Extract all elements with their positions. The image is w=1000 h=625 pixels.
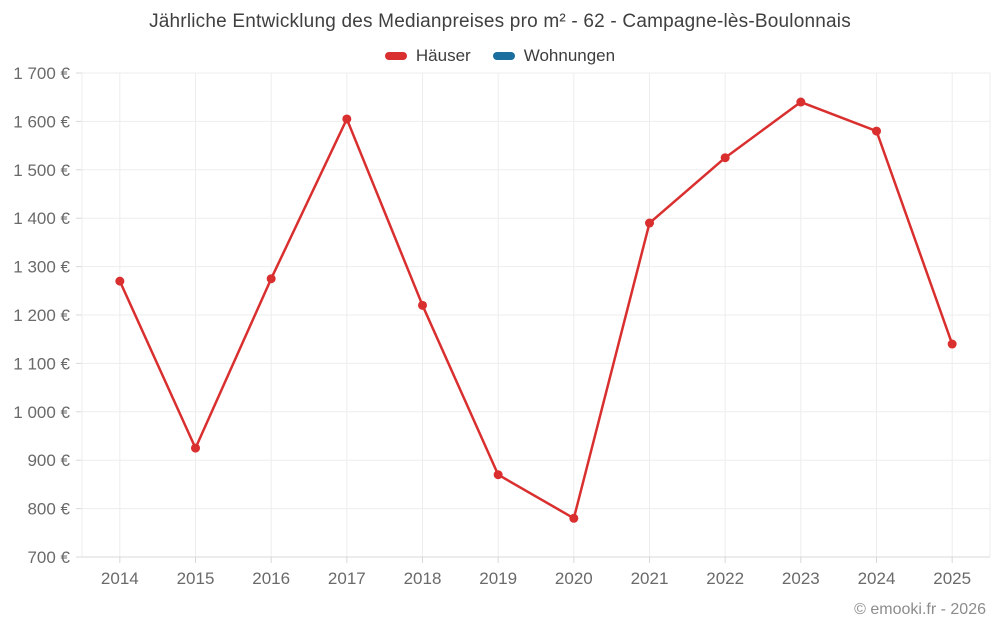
x-axis-label: 2021 [631, 569, 669, 588]
y-axis-label: 1 000 € [13, 403, 70, 422]
legend-swatch-wohnungen-icon [492, 52, 515, 60]
data-point-2019[interactable] [493, 470, 503, 480]
x-axis-label: 2018 [404, 569, 442, 588]
x-axis-label: 2023 [782, 569, 820, 588]
y-axis-label: 1 200 € [13, 306, 70, 325]
data-point-2023[interactable] [796, 97, 806, 107]
x-axis-label: 2017 [328, 569, 366, 588]
data-point-2018[interactable] [418, 300, 427, 310]
data-point-2016[interactable] [266, 274, 276, 284]
y-axis-label: 900 € [27, 451, 70, 470]
data-point-2014[interactable] [115, 276, 125, 286]
legend-item-haeuser[interactable]: Häuser [384, 46, 471, 66]
y-axis-label: 700 € [27, 548, 70, 567]
x-axis-label: 2015 [177, 569, 215, 588]
data-point-2021[interactable] [645, 218, 654, 228]
legend-label-wohnungen: Wohnungen [523, 46, 616, 65]
x-axis-label: 2020 [555, 569, 593, 588]
series-line-häuser [118, 100, 954, 520]
y-axis-label: 1 600 € [13, 112, 70, 131]
data-point-2022[interactable] [720, 153, 730, 163]
data-point-2020[interactable] [569, 513, 579, 523]
x-axis-label: 2025 [933, 569, 971, 588]
y-axis-label: 800 € [27, 500, 70, 519]
y-axis-label: 1 700 € [13, 64, 70, 83]
legend-label-haeuser: Häuser [415, 46, 471, 65]
chart-legend: Häuser Wohnungen [0, 46, 1000, 66]
data-point-2025[interactable] [947, 339, 957, 349]
x-axis-label: 2014 [101, 569, 139, 588]
y-axis-label: 1 100 € [13, 354, 70, 373]
chart-title: Jährliche Entwicklung des Medianpreises … [149, 11, 851, 32]
y-axis-label: 1 500 € [13, 161, 70, 180]
legend-item-wohnungen[interactable]: Wohnungen [492, 46, 616, 66]
data-point-2015[interactable] [191, 443, 200, 453]
x-axis-label: 2024 [858, 569, 896, 588]
y-axis-label: 1 300 € [13, 258, 70, 277]
legend-swatch-haeuser-icon [384, 52, 407, 60]
x-axis-label: 2019 [479, 569, 517, 588]
data-point-2024[interactable] [872, 126, 881, 136]
y-axis-label: 1 400 € [13, 209, 70, 228]
x-axis-label: 2022 [706, 569, 744, 588]
data-point-2017[interactable] [342, 114, 352, 124]
x-axis-label: 2016 [252, 569, 290, 588]
copyright-text: © emooki.fr - 2026 [854, 601, 986, 618]
